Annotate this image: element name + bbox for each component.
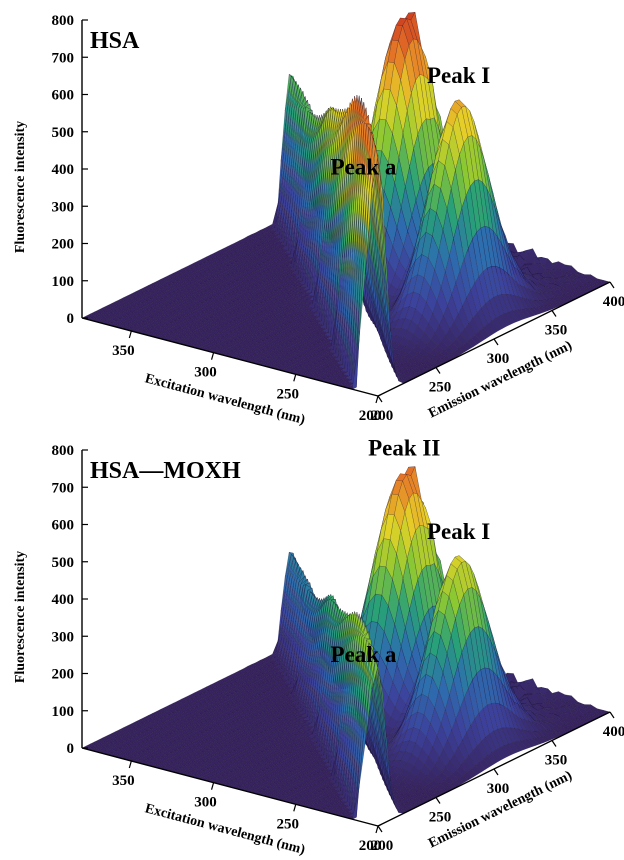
x-tick-label: 250: [277, 386, 300, 402]
x-tick: [210, 352, 215, 360]
peak-label: Peak II: [368, 0, 440, 5]
z-tick-label: 400: [52, 162, 75, 178]
peak-label: Peak a: [331, 155, 397, 180]
surface-group: [81, 466, 611, 820]
chart-svg-hsa-moxh: 0100200300400500600700800350300250200200…: [13, 436, 624, 858]
y-tick: [551, 310, 557, 317]
x-tick-label: 200: [359, 408, 382, 424]
chart-panel-hsa-moxh: 0 100 200 300 400 500 600 700 800 350 300 250 200 200…: [0, 430, 624, 860]
z-axis-title: Fluorescence intensity: [13, 121, 28, 253]
chart-panel-hsa: 0 100 200 300 400 500 600 700 800 350 300 250 200 200…: [13, 0, 624, 428]
y-tick-label: 300: [487, 351, 510, 367]
x-tick: [375, 395, 379, 404]
y-tick-label: 200: [371, 408, 394, 424]
surface-group: [81, 11, 611, 390]
z-tick-label: 200: [52, 237, 75, 253]
chart-title: HSA: [90, 28, 140, 54]
surface-cell: [371, 145, 383, 191]
y-tick-label: 250: [429, 380, 452, 396]
x-tick: [128, 330, 132, 339]
z-tick-label: 600: [52, 88, 75, 104]
chart-svg-hsa: 0100200300400500600700800350300250200200…: [13, 0, 624, 428]
y-tick: [377, 395, 383, 403]
y-tick-label: 350: [545, 323, 568, 339]
axes-group: [81, 19, 615, 404]
y-tick: [493, 338, 499, 346]
x-tick-label: 350: [112, 343, 135, 359]
z-tick-label: 100: [52, 274, 75, 290]
x-tick: [293, 374, 297, 382]
y-tick: [609, 281, 615, 289]
x-tick-label: 300: [194, 365, 217, 381]
z-tick-label: 700: [52, 50, 75, 66]
z-tick-label: 300: [52, 199, 75, 215]
y-tick: [435, 367, 441, 374]
y-tick-label: 400: [603, 294, 624, 310]
z-tick-label: 500: [52, 125, 75, 141]
z-tick-label: 800: [52, 13, 75, 29]
z-tick-label: 0: [67, 311, 75, 327]
peak-label: Peak I: [427, 63, 490, 88]
